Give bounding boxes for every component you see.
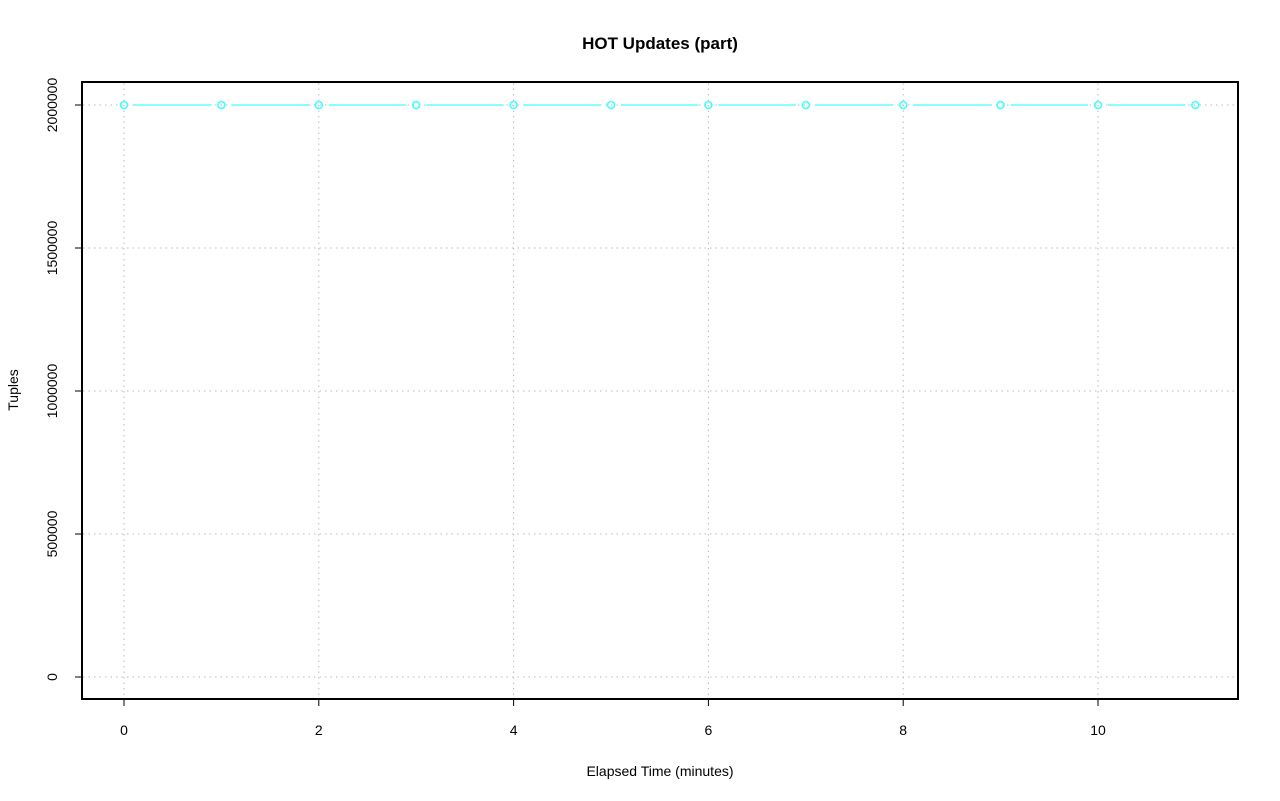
axes: 0 2 4 6 8 10 0 500000 1000000 1500000 2000000 [44, 78, 1106, 738]
chart-title: HOT Updates (part) [582, 34, 738, 53]
data-point [996, 100, 1005, 110]
data-point [509, 100, 518, 110]
x-tick-label: 6 [705, 722, 713, 738]
x-tick-label: 2 [315, 722, 323, 738]
y-tick-label: 1000000 [44, 364, 60, 419]
data-point [1191, 100, 1200, 110]
data-point [217, 100, 226, 110]
data-point [704, 100, 713, 110]
grid [83, 83, 1237, 698]
series [119, 100, 1200, 110]
y-tick-label: 0 [44, 673, 60, 681]
x-tick-label: 8 [899, 722, 907, 738]
x-tick-label: 10 [1090, 722, 1106, 738]
data-point [606, 100, 616, 110]
plot-frame [81, 81, 1239, 700]
data-point [801, 100, 811, 110]
data-point [898, 100, 908, 110]
x-axis-label: Elapsed Time (minutes) [586, 763, 733, 779]
y-axis-label: Tuples [5, 369, 21, 411]
data-point [314, 100, 324, 110]
x-tick-label: 0 [120, 722, 128, 738]
x-tick-label: 4 [510, 722, 518, 738]
data-point [119, 100, 129, 110]
data-point [1093, 100, 1103, 110]
y-tick-label: 2000000 [44, 78, 60, 133]
y-tick-label: 500000 [44, 510, 60, 557]
y-tick-label: 1500000 [44, 221, 60, 276]
data-point [411, 100, 421, 110]
